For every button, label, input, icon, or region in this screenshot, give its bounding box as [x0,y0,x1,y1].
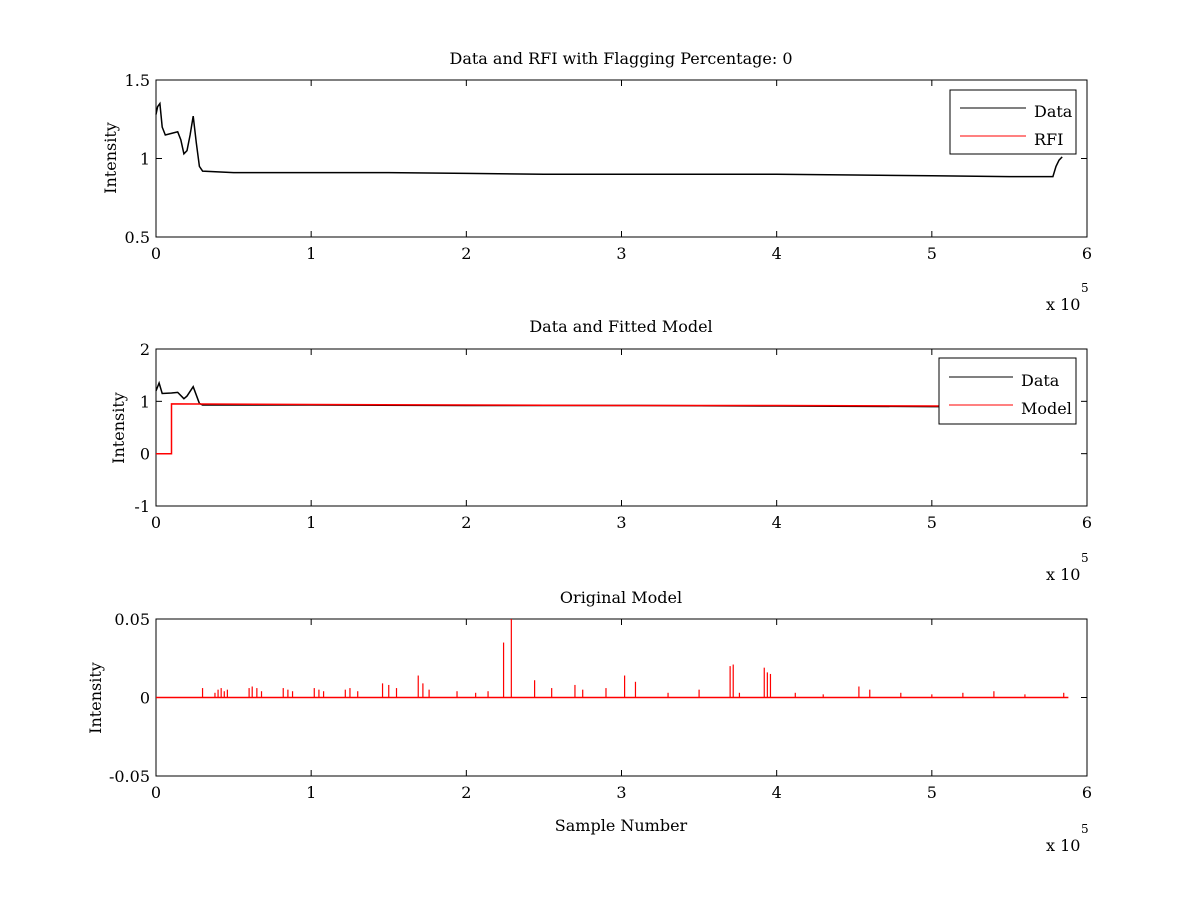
subplot-1-ticks: 0 1 2 3 4 5 6 0.5 1 1.5 [125,71,1093,263]
subplot-2-title: Data and Fitted Model [529,317,712,336]
y-tick-label: 0.05 [114,610,150,629]
y-tick-label: 0 [140,689,150,708]
x-tick-label: 3 [616,783,626,802]
subplot-3-title: Original Model [560,588,682,607]
x-tick-label: 6 [1082,244,1092,263]
x-tick-label: 0 [151,513,161,532]
x-tick-label: 5 [927,244,937,263]
y-tick-label: 1 [140,150,150,169]
series-line-model [156,403,948,455]
subplot-1-ylabel: Intensity [101,122,120,194]
subplot-3-multiplier-exponent: 5 [1081,822,1089,836]
y-tick-label: 1.5 [125,71,150,90]
subplot-3-xlabel: Sample Number [555,816,688,835]
subplot-2-multiplier: x 10 [1046,565,1080,584]
subplot-2-legend: Data Model [938,357,1077,425]
legend-label-rfi: RFI [1034,130,1063,149]
subplot-3-multiplier-base: x 10 [1046,836,1080,855]
subplot-1: Data and RFI with Flagging Percentage: 0… [101,49,1092,314]
x-tick-label: 5 [927,783,937,802]
subplot-2-multiplier-exponent: 5 [1081,551,1089,565]
subplot-1-multiplier-exponent: 5 [1081,281,1089,295]
y-tick-label: -1 [134,497,150,516]
y-tick-label: 0.5 [125,228,150,247]
y-tick-label: -0.05 [109,767,150,786]
x-tick-label: 0 [151,783,161,802]
subplot-3-multiplier: x 10 [1046,836,1080,855]
x-tick-label: 2 [461,513,471,532]
x-tick-label: 6 [1082,513,1092,532]
subplot-1-multiplier-base: x 10 [1046,295,1080,314]
series-line-data [155,101,1063,178]
x-tick-label: 2 [461,244,471,263]
x-tick-label: 6 [1082,783,1092,802]
subplot-1-legend-box [949,89,1077,155]
x-tick-label: 4 [772,244,782,263]
legend-label-data-2: Data [1021,371,1060,390]
subplot-1-multiplier: x 10 [1046,295,1080,314]
x-tick-label: 1 [306,513,316,532]
subplot-2-multiplier-base: x 10 [1046,565,1080,584]
subplot-1-title: Data and RFI with Flagging Percentage: 0 [449,49,792,68]
legend-label-model: Model [1021,399,1072,418]
x-tick-label: 4 [772,513,782,532]
x-tick-label: 3 [616,244,626,263]
subplot-1-axes [155,79,1088,238]
subplot-1-legend: Data RFI [949,89,1077,155]
subplot-1-lines [155,101,1063,178]
legend-label-data: Data [1034,102,1073,121]
x-tick-label: 1 [306,783,316,802]
x-tick-label: 4 [772,783,782,802]
y-tick-label: 0 [140,445,150,464]
y-tick-label: 1 [140,392,150,411]
y-tick-label: 2 [140,340,150,359]
subplot-3-ylabel: Intensity [86,662,105,734]
x-tick-label: 2 [461,783,471,802]
x-tick-label: 3 [616,513,626,532]
subplot-2-lines [155,380,1010,455]
x-tick-label: 5 [927,513,937,532]
x-tick-label: 1 [306,244,316,263]
subplot-2-ylabel: Intensity [109,392,128,464]
subplot-2-legend-box [938,357,1077,425]
subplot-3-lines [156,619,1069,699]
subplot-2-axes [155,348,1088,507]
x-tick-label: 0 [151,244,161,263]
